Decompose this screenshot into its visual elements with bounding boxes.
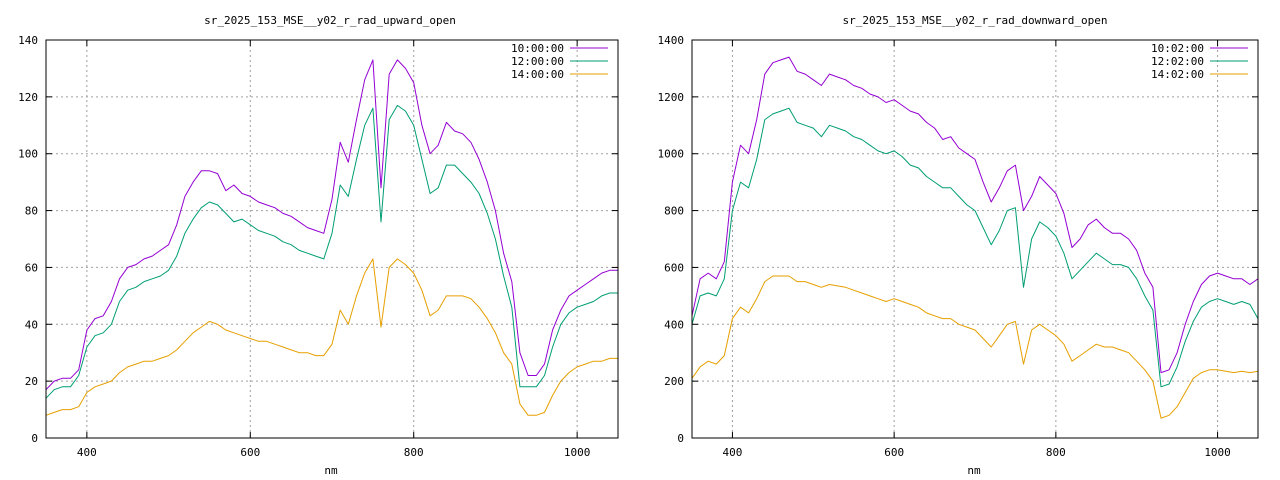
x-tick-label: 800 <box>404 446 424 459</box>
x-tick-label: 1000 <box>564 446 591 459</box>
plot-frame <box>45 39 619 439</box>
series-line-3 <box>45 258 618 416</box>
plot-series <box>45 59 618 416</box>
chart-title: sr_2025_153_MSE__y02_r_rad_downward_open <box>843 14 1108 27</box>
legend-label: 10:02:00 <box>1151 42 1204 55</box>
legend-label: 12:02:00 <box>1151 55 1204 68</box>
y-tick-label: 1200 <box>658 91 685 104</box>
y-tick-label: 0 <box>31 432 38 445</box>
series-line-2 <box>45 104 618 399</box>
y-tick-label: 140 <box>18 34 38 47</box>
series-line-3 <box>691 275 1259 419</box>
x-tick-label: 400 <box>77 446 97 459</box>
chart-downward-open: sr_2025_153_MSE__y02_r_rad_downward_open… <box>658 14 1259 477</box>
y-tick-label: 800 <box>664 205 684 218</box>
x-tick-label: 600 <box>884 446 904 459</box>
y-tick-label: 40 <box>25 318 38 331</box>
plot-series <box>691 56 1259 419</box>
x-tick-label: 400 <box>722 446 742 459</box>
y-tick-label: 60 <box>25 261 38 274</box>
y-tick-label: 400 <box>664 318 684 331</box>
x-axis-label: nm <box>324 464 338 477</box>
x-axis-label: nm <box>967 464 981 477</box>
axes: 0 20 40 60 80 100 120 140 400 600 800 1000 <box>18 34 618 459</box>
x-tick-label: 600 <box>240 446 260 459</box>
y-tick-label: 80 <box>25 205 38 218</box>
y-tick-label: 1000 <box>658 148 685 161</box>
legend-label: 14:00:00 <box>511 68 564 81</box>
y-tick-label: 200 <box>664 375 684 388</box>
series-line-2 <box>691 107 1259 388</box>
chart-title: sr_2025_153_MSE__y02_r_rad_upward_open <box>204 14 456 27</box>
x-tick-label: 800 <box>1046 446 1066 459</box>
grid <box>46 40 618 438</box>
legend-label: 10:00:00 <box>511 42 564 55</box>
y-tick-label: 600 <box>664 261 684 274</box>
series-line-1 <box>45 59 618 391</box>
y-tick-label: 0 <box>677 432 684 445</box>
y-tick-label: 100 <box>18 148 38 161</box>
axes: 0 200 400 600 800 1000 1200 1400 400 600 800 1000 <box>658 34 1258 459</box>
series-line-1 <box>691 56 1259 374</box>
y-tick-label: 1400 <box>658 34 685 47</box>
legend-label: 12:00:00 <box>511 55 564 68</box>
x-tick-label: 1000 <box>1204 446 1231 459</box>
chart-upward-open: sr_2025_153_MSE__y02_r_rad_upward_open 0… <box>18 14 619 477</box>
plot-frame <box>691 39 1259 439</box>
grid <box>692 40 1258 438</box>
y-tick-label: 20 <box>25 375 38 388</box>
y-tick-label: 120 <box>18 91 38 104</box>
legend-label: 14:02:00 <box>1151 68 1204 81</box>
